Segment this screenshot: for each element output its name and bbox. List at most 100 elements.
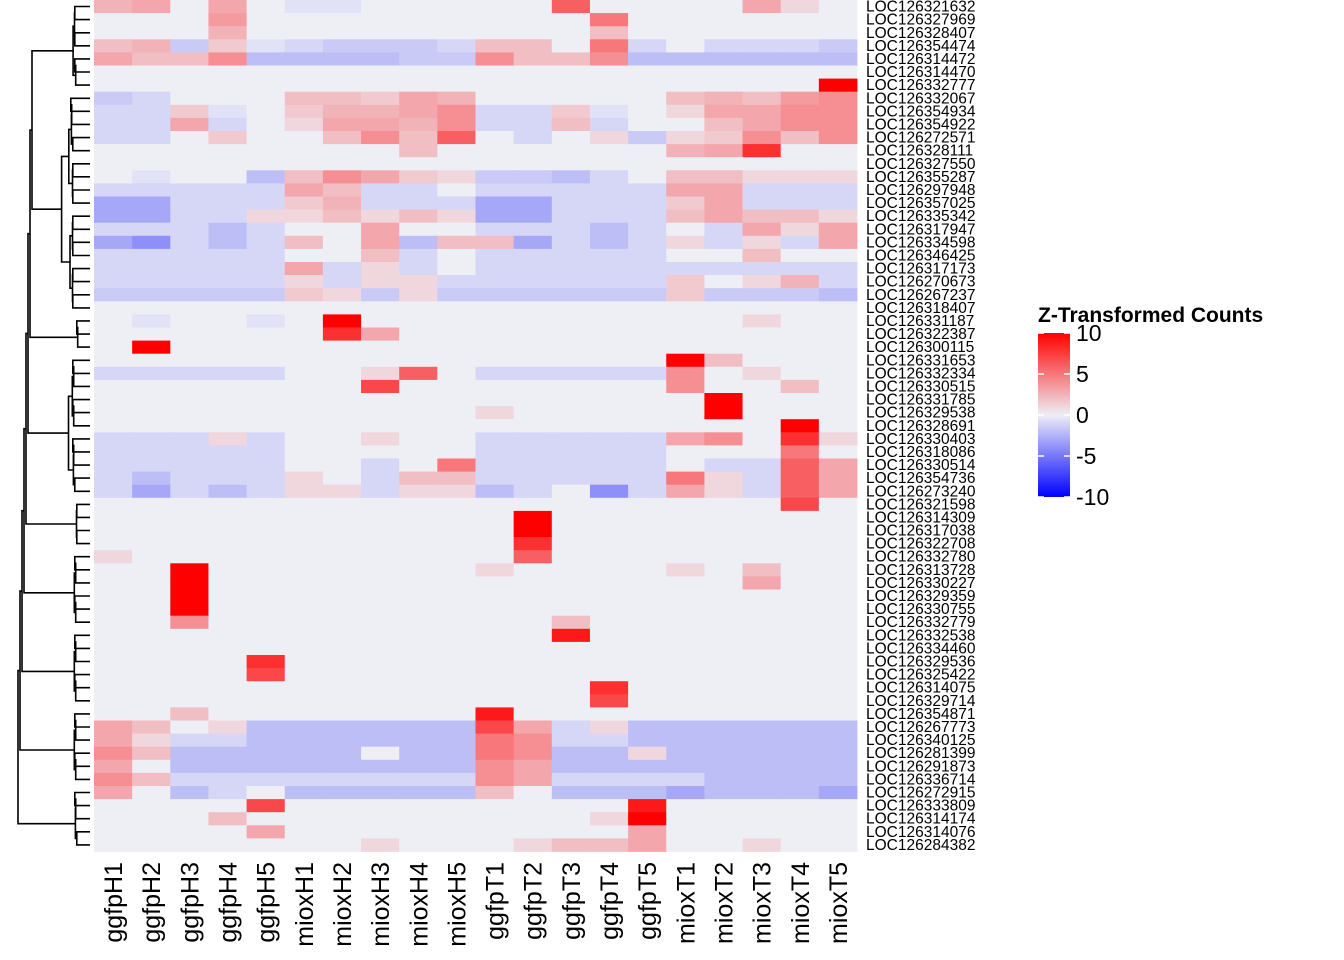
heatmap-cell [818, 393, 858, 407]
heatmap-cell [551, 340, 591, 355]
heatmap-cell [628, 288, 667, 302]
heatmap-cell [399, 262, 438, 276]
dendrogram-branch [72, 405, 90, 427]
heatmap-cell [589, 602, 629, 617]
heatmap-cell [628, 628, 667, 643]
heatmap-cell [742, 0, 782, 14]
heatmap-cell [551, 144, 591, 158]
heatmap-cell [742, 366, 782, 381]
heatmap-cell [704, 524, 743, 538]
heatmap-cell [361, 314, 400, 328]
heatmap-cell [170, 379, 209, 394]
heatmap-cell [361, 379, 400, 394]
heatmap-cell [513, 707, 553, 721]
heatmap-cell [322, 759, 362, 774]
heatmap-cell [399, 602, 438, 617]
heatmap-cell [170, 524, 209, 538]
row-label: LOC126330227 [866, 575, 975, 592]
row-label: LOC126354922 [866, 116, 975, 133]
dendrogram-branch [19, 590, 75, 751]
heatmap-cell [742, 694, 782, 708]
heatmap-cell [704, 641, 743, 656]
row-label: LOC126322708 [866, 536, 975, 553]
heatmap-cell [437, 589, 476, 603]
heatmap-cell [589, 681, 629, 695]
heatmap-cell [742, 131, 782, 145]
heatmap-cell [399, 510, 438, 525]
heatmap-cell [170, 301, 209, 315]
heatmap-cell [551, 655, 591, 669]
heatmap-cell [246, 786, 286, 800]
heatmap-cell [704, 157, 743, 171]
heatmap-cell [704, 668, 743, 682]
heatmap-cell [666, 248, 705, 263]
heatmap-cell [551, 786, 591, 800]
heatmap-cell [818, 445, 858, 459]
heatmap-cell [170, 262, 209, 276]
heatmap-cell [628, 275, 667, 289]
heatmap-cell [284, 655, 324, 669]
heatmap-cell [208, 432, 247, 446]
heatmap-cell [361, 812, 400, 826]
dendrogram-branch [69, 235, 73, 289]
heatmap-cell [437, 550, 476, 564]
heatmap-cell [475, 772, 515, 787]
heatmap-cell [742, 39, 782, 53]
row-label: LOC126333809 [866, 798, 975, 815]
heatmap-cell [399, 615, 438, 630]
heatmap-cell [742, 445, 782, 459]
heatmap-cell [437, 733, 476, 748]
heatmap-cell [513, 52, 553, 66]
heatmap-cell [170, 537, 209, 551]
row-label: LOC126272571 [866, 130, 975, 147]
heatmap-cell [589, 772, 629, 787]
heatmap-cell [132, 812, 171, 826]
heatmap-cell [818, 668, 858, 682]
heatmap-cell [361, 248, 400, 263]
heatmap-cell [246, 209, 286, 224]
heatmap-cell [208, 65, 247, 79]
heatmap-cell [704, 602, 743, 617]
heatmap-cell [666, 655, 705, 669]
heatmap-cell [551, 707, 591, 721]
heatmap-cell [246, 615, 286, 630]
column-label: mioxH3 [367, 862, 395, 947]
heatmap-cell [208, 379, 247, 394]
heatmap-cell [170, 209, 209, 224]
heatmap-cell [628, 445, 667, 459]
heatmap-cell [513, 563, 553, 577]
row-label: LOC126331653 [866, 352, 975, 369]
heatmap-cell [322, 641, 362, 656]
heatmap-cell [780, 445, 820, 459]
heatmap-cell [551, 772, 591, 787]
heatmap-cell [780, 628, 820, 643]
heatmap-cell [818, 327, 858, 341]
heatmap-cell [589, 419, 629, 433]
heatmap-cell [513, 799, 553, 813]
dendrogram-branch [72, 215, 90, 231]
heatmap-cell [513, 91, 553, 106]
row-label: LOC126329359 [866, 588, 975, 605]
heatmap-cell [780, 170, 820, 184]
dendrogram-branch [74, 673, 90, 689]
heatmap-cell [94, 615, 133, 630]
heatmap-cell [94, 759, 133, 774]
heatmap-cell [437, 13, 476, 27]
heatmap-cell [818, 209, 858, 224]
heatmap-cell [589, 471, 629, 486]
heatmap-cell [513, 144, 553, 158]
heatmap-cell [780, 379, 820, 394]
heatmap-cell [513, 157, 553, 171]
heatmap-cell [132, 497, 171, 512]
heatmap-cell [437, 524, 476, 538]
heatmap-cell [437, 838, 476, 852]
heatmap-cell [170, 720, 209, 734]
heatmap-cell [628, 510, 667, 525]
heatmap-cell [437, 563, 476, 577]
heatmap-cell [361, 681, 400, 695]
heatmap-cell [246, 131, 286, 145]
heatmap-cell [704, 78, 743, 93]
heatmap-cell [742, 393, 782, 407]
heatmap-cell [628, 78, 667, 93]
heatmap-cell [246, 65, 286, 79]
